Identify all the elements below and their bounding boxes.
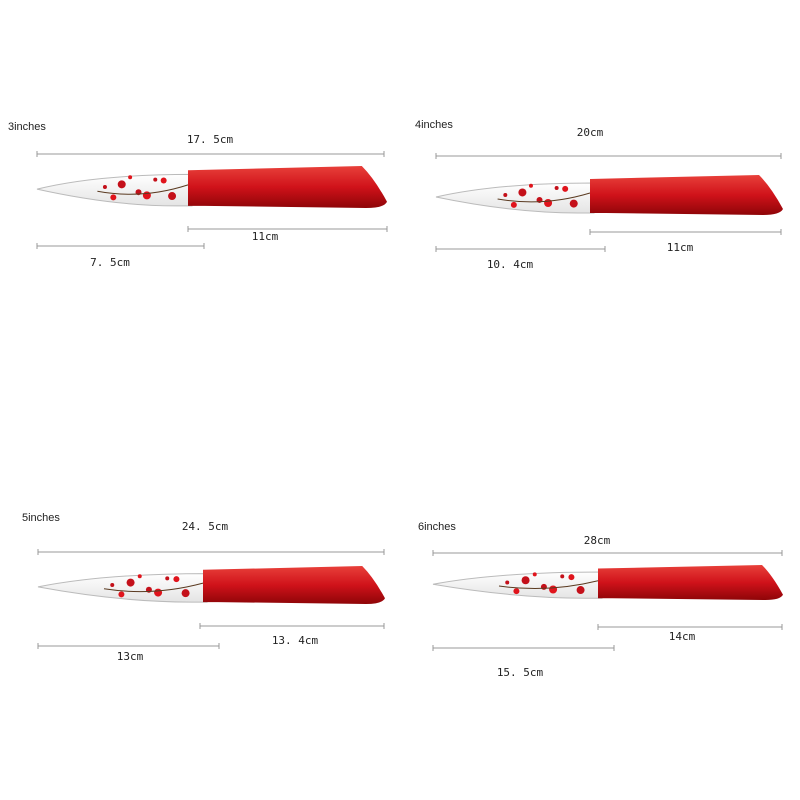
size-title: 4inches — [415, 119, 453, 131]
blossom — [568, 574, 575, 581]
handle — [188, 166, 387, 208]
dimension-label: 15. 5cm — [497, 666, 544, 679]
handle — [598, 565, 783, 600]
blossom — [554, 186, 559, 191]
dimension-label: 11cm — [252, 230, 279, 243]
dimension-label: 11cm — [667, 241, 694, 254]
blossom — [128, 175, 133, 180]
branch — [103, 582, 204, 593]
blossom — [126, 578, 135, 587]
blossom — [137, 574, 142, 579]
handle — [590, 175, 783, 215]
dimension-label: 28cm — [584, 534, 611, 547]
blossom — [173, 576, 180, 583]
blossom — [154, 588, 163, 597]
branch — [498, 580, 599, 590]
dimension-label: 10. 4cm — [487, 258, 534, 271]
handle — [203, 566, 385, 604]
dimension-label: 24. 5cm — [182, 520, 229, 533]
dimension-label: 13. 4cm — [272, 634, 319, 647]
branch — [97, 184, 189, 195]
blossom — [505, 580, 510, 585]
dimension-label: 17. 5cm — [187, 133, 234, 146]
blossom — [153, 177, 158, 182]
size-title: 3inches — [8, 121, 46, 133]
blossom — [518, 188, 527, 197]
dimension-label: 14cm — [669, 630, 696, 643]
blossom — [503, 193, 508, 197]
size-title: 5inches — [22, 512, 60, 524]
blossom — [562, 185, 569, 192]
blossom — [110, 194, 117, 201]
blossom — [513, 588, 520, 595]
blossom — [117, 180, 126, 189]
blossom — [181, 589, 190, 598]
blossom — [118, 591, 125, 598]
blossom — [165, 576, 170, 581]
blossom — [544, 198, 553, 207]
size-title: 6inches — [418, 521, 456, 533]
dimension-label: 7. 5cm — [90, 256, 130, 269]
blossom — [168, 192, 177, 201]
blossom — [528, 183, 533, 188]
blossom — [102, 185, 107, 189]
blossom — [560, 574, 565, 579]
blossom — [510, 201, 517, 208]
branch — [497, 192, 591, 203]
blossom — [160, 177, 167, 184]
dimension-label: 13cm — [117, 650, 144, 663]
blossom — [569, 199, 578, 208]
blossom — [110, 583, 115, 587]
dimension-label: 20cm — [577, 126, 604, 139]
blossom — [142, 191, 151, 200]
blossom — [521, 576, 530, 585]
blossom — [549, 585, 558, 594]
blossom — [576, 586, 585, 595]
blossom — [532, 572, 537, 577]
